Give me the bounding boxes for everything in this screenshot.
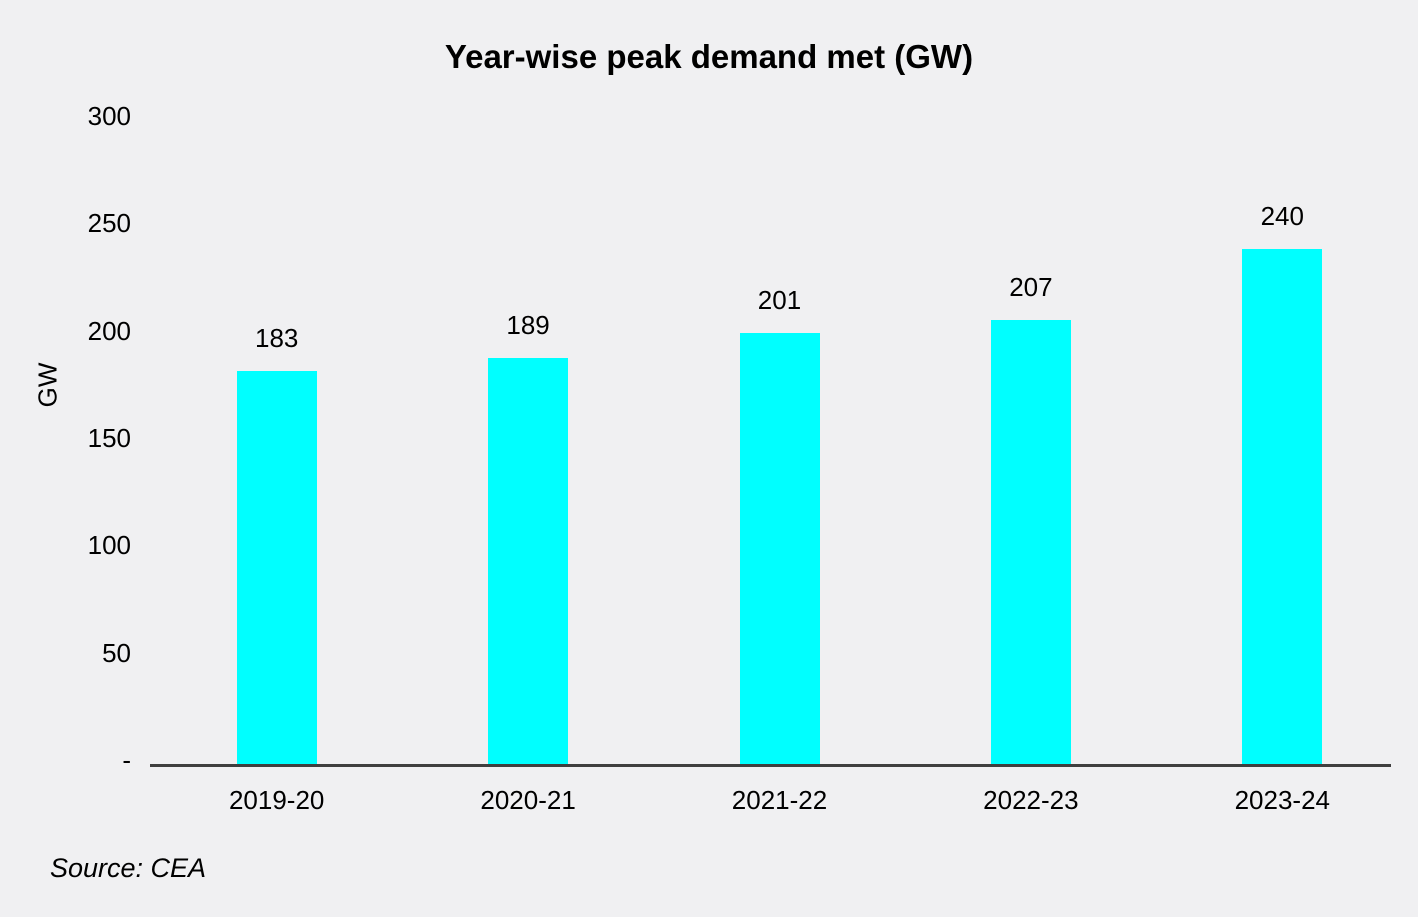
y-tick-label-250: 250 — [87, 208, 131, 239]
bar-2023-24 — [1242, 248, 1323, 764]
chart-title: Year-wise peak demand met (GW) — [444, 38, 974, 75]
y-tick-label-100: 100 — [87, 530, 131, 561]
x-axis-line — [150, 764, 1391, 767]
y-axis-title: GW — [32, 362, 63, 408]
y-tick-label-0: - — [122, 745, 131, 775]
y-tick-label-150: 150 — [87, 423, 131, 453]
data-label-2019-20: 183 — [254, 323, 299, 354]
data-label-2022-23: 207 — [1009, 271, 1053, 302]
bar-2022-23 — [990, 319, 1071, 764]
y-tick-label-200: 200 — [87, 315, 131, 346]
y-tick-label-300: 300 — [87, 101, 131, 131]
bar-2021-22 — [739, 332, 820, 764]
bar-2019-20 — [236, 371, 317, 764]
bar-2020-21 — [488, 358, 569, 764]
source-note: Source: CEA — [50, 853, 207, 883]
y-tick-label-50: 50 — [102, 637, 131, 668]
data-label-2021-22: 201 — [757, 284, 802, 315]
data-label-2020-21: 189 — [506, 310, 550, 341]
x-tick-label-2022-23: 2022-23 — [983, 785, 1079, 815]
x-tick-label-2023-24: 2023-24 — [1234, 785, 1330, 815]
x-tick-label-2020-21: 2020-21 — [480, 785, 576, 815]
x-tick-label-2021-22: 2021-22 — [731, 785, 828, 815]
x-tick-label-2019-20: 2019-20 — [228, 785, 325, 815]
data-label-2023-24: 240 — [1260, 200, 1304, 231]
